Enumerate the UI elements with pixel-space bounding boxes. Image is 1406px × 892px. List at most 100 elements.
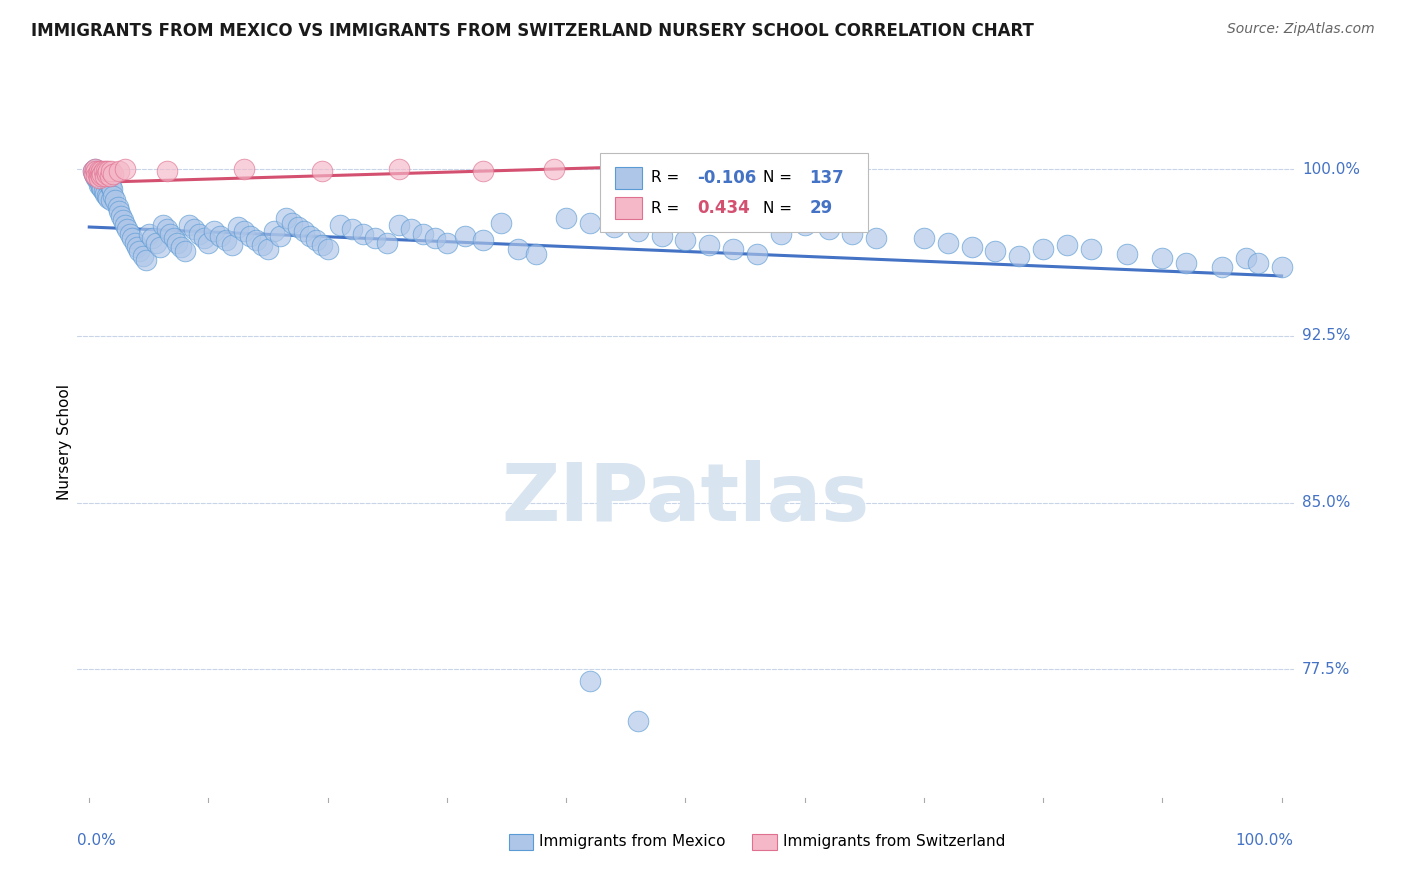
Point xyxy=(524,246,547,260)
Text: ZIPatlas: ZIPatlas xyxy=(502,460,869,539)
Point xyxy=(132,249,155,263)
Bar xyxy=(614,167,641,188)
Point xyxy=(471,233,494,247)
Point xyxy=(960,240,983,254)
Text: 0.0%: 0.0% xyxy=(77,833,117,848)
Point xyxy=(508,242,530,256)
Point xyxy=(110,209,132,223)
Point xyxy=(100,194,122,208)
Point xyxy=(841,227,863,241)
Point xyxy=(215,233,238,247)
Point xyxy=(555,211,578,226)
Point xyxy=(287,219,309,234)
Point xyxy=(1211,260,1233,274)
Point xyxy=(1032,242,1054,256)
Point xyxy=(721,242,744,256)
Point xyxy=(274,211,297,226)
Point xyxy=(245,233,267,247)
Point xyxy=(111,213,134,227)
Point xyxy=(124,235,146,250)
Point xyxy=(138,227,160,241)
Point xyxy=(101,182,124,196)
Point xyxy=(86,167,108,181)
Point xyxy=(173,244,195,259)
Point xyxy=(793,218,815,232)
Point xyxy=(489,216,512,230)
Point xyxy=(179,218,201,232)
Point xyxy=(114,218,136,232)
Text: N =: N = xyxy=(763,170,797,186)
Point xyxy=(145,235,167,250)
Point xyxy=(436,235,458,250)
Text: Source: ZipAtlas.com: Source: ZipAtlas.com xyxy=(1227,22,1375,37)
Point xyxy=(388,218,411,232)
Point xyxy=(87,164,110,178)
Point xyxy=(96,167,118,181)
Point xyxy=(209,228,232,243)
Point xyxy=(675,233,697,247)
Point xyxy=(128,244,150,259)
Text: R =: R = xyxy=(651,170,685,186)
Point xyxy=(121,231,143,245)
Point xyxy=(1271,260,1294,274)
Point xyxy=(96,176,118,190)
Point xyxy=(156,164,179,178)
Point xyxy=(627,224,650,238)
Point xyxy=(239,228,262,243)
Point xyxy=(91,167,114,181)
Point xyxy=(250,237,273,252)
Point xyxy=(423,231,446,245)
Point xyxy=(193,231,215,245)
Point xyxy=(1247,255,1270,269)
Point xyxy=(86,164,108,178)
Point xyxy=(316,242,339,256)
Point xyxy=(399,222,422,236)
Point xyxy=(156,222,179,236)
Point xyxy=(292,224,315,238)
Point xyxy=(83,167,105,181)
Point xyxy=(166,235,188,250)
Point xyxy=(82,164,104,178)
Point xyxy=(1152,251,1174,265)
Point xyxy=(90,169,112,183)
Point xyxy=(87,169,110,183)
Point xyxy=(94,164,117,178)
Point xyxy=(579,216,602,230)
Point xyxy=(101,167,124,181)
Point xyxy=(114,162,136,177)
Point xyxy=(1115,246,1137,260)
Point xyxy=(152,218,174,232)
Point xyxy=(329,218,352,232)
Point xyxy=(90,180,112,194)
Point xyxy=(936,235,959,250)
Bar xyxy=(614,197,641,219)
Point xyxy=(87,171,110,186)
Point xyxy=(149,240,172,254)
Point xyxy=(865,231,887,245)
Point xyxy=(769,227,792,241)
Point xyxy=(1008,249,1031,263)
Point xyxy=(87,178,110,192)
Point xyxy=(90,164,112,178)
Text: IMMIGRANTS FROM MEXICO VS IMMIGRANTS FROM SWITZERLAND NURSERY SCHOOL CORRELATION: IMMIGRANTS FROM MEXICO VS IMMIGRANTS FRO… xyxy=(31,22,1033,40)
Point xyxy=(603,219,626,234)
Point xyxy=(98,169,121,183)
Text: Immigrants from Switzerland: Immigrants from Switzerland xyxy=(783,834,1005,848)
Point xyxy=(125,240,148,254)
Point xyxy=(454,228,477,243)
Bar xyxy=(600,153,868,232)
Point xyxy=(388,162,411,177)
Point xyxy=(94,186,117,201)
Point xyxy=(94,169,117,183)
Point xyxy=(298,228,321,243)
Point xyxy=(86,167,108,181)
Point xyxy=(627,714,650,728)
Point xyxy=(221,237,243,252)
Point xyxy=(83,167,105,181)
Point xyxy=(1175,255,1198,269)
Point xyxy=(118,227,141,241)
Point xyxy=(1234,251,1257,265)
Point xyxy=(93,171,115,186)
Bar xyxy=(752,834,776,850)
Text: 85.0%: 85.0% xyxy=(1302,495,1350,510)
